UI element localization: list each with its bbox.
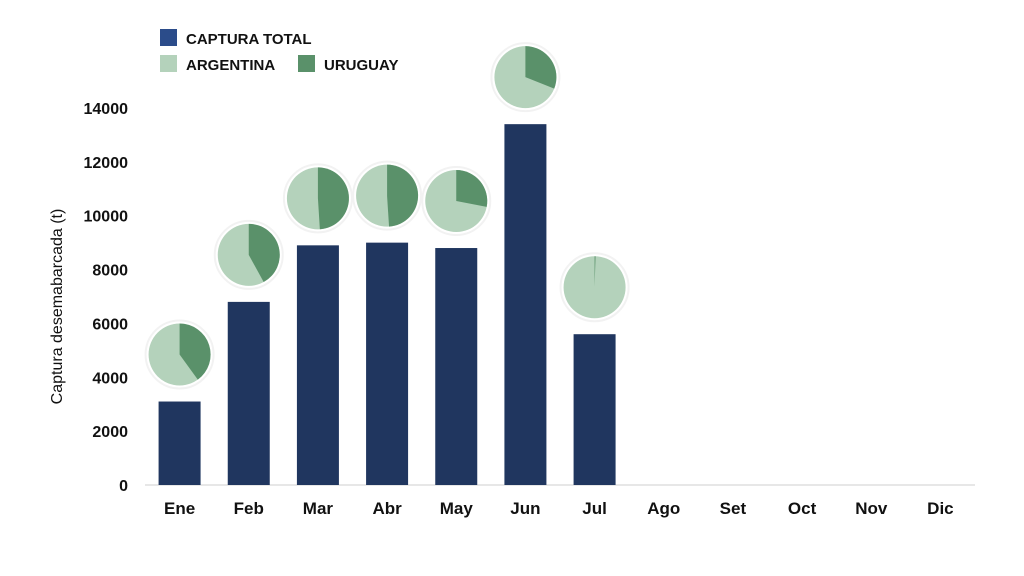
y-tick-label: 6000	[92, 316, 128, 333]
y-axis-label: Captura desemabarcada (t)	[49, 209, 66, 405]
bar-may	[435, 248, 478, 485]
y-tick-label: 12000	[84, 155, 129, 172]
pie-slice-uruguay-may	[456, 170, 488, 207]
x-tick-label: Set	[720, 499, 747, 518]
x-tick-label: Dic	[927, 499, 953, 518]
x-tick-label: Jun	[510, 499, 540, 518]
pie-slice-uruguay-feb	[248, 223, 280, 283]
bar-ene	[158, 401, 201, 485]
bar-feb	[227, 301, 270, 485]
x-tick-label: Mar	[303, 499, 334, 518]
pie-slice-uruguay-jul	[594, 256, 596, 288]
x-tick-label: Nov	[855, 499, 888, 518]
legend-swatch-captura-total	[160, 29, 177, 46]
y-tick-label: 14000	[84, 101, 129, 118]
y-tick-label: 4000	[92, 370, 128, 387]
x-tick-label: May	[440, 499, 474, 518]
y-tick-label: 8000	[92, 263, 128, 280]
pie-slice-uruguay-jun	[525, 46, 557, 89]
legend-label-captura-total: CAPTURA TOTAL	[186, 31, 312, 48]
x-tick-label: Ene	[164, 499, 195, 518]
pie-slice-uruguay-abr	[387, 164, 419, 227]
x-tick-label: Ago	[647, 499, 680, 518]
x-tick-label: Abr	[372, 499, 402, 518]
x-tick-label: Feb	[234, 499, 264, 518]
bar-mar	[296, 245, 339, 485]
x-tick-label: Jul	[582, 499, 607, 518]
pie-slice-uruguay-mar	[317, 167, 349, 230]
y-tick-label: 10000	[84, 209, 129, 226]
pie-slice-uruguay-ene	[179, 323, 211, 380]
x-tick-label: Oct	[788, 499, 817, 518]
bar-jun	[504, 124, 547, 486]
y-tick-label: 0	[119, 478, 128, 495]
bar-abr	[366, 242, 409, 485]
y-tick-label: 2000	[92, 424, 128, 441]
legend-swatch-uruguay	[298, 55, 315, 72]
legend-label-argentina: ARGENTINA	[186, 57, 275, 74]
bar-jul	[573, 334, 616, 485]
legend-label-uruguay: URUGUAY	[324, 57, 398, 74]
legend-swatch-argentina	[160, 55, 177, 72]
